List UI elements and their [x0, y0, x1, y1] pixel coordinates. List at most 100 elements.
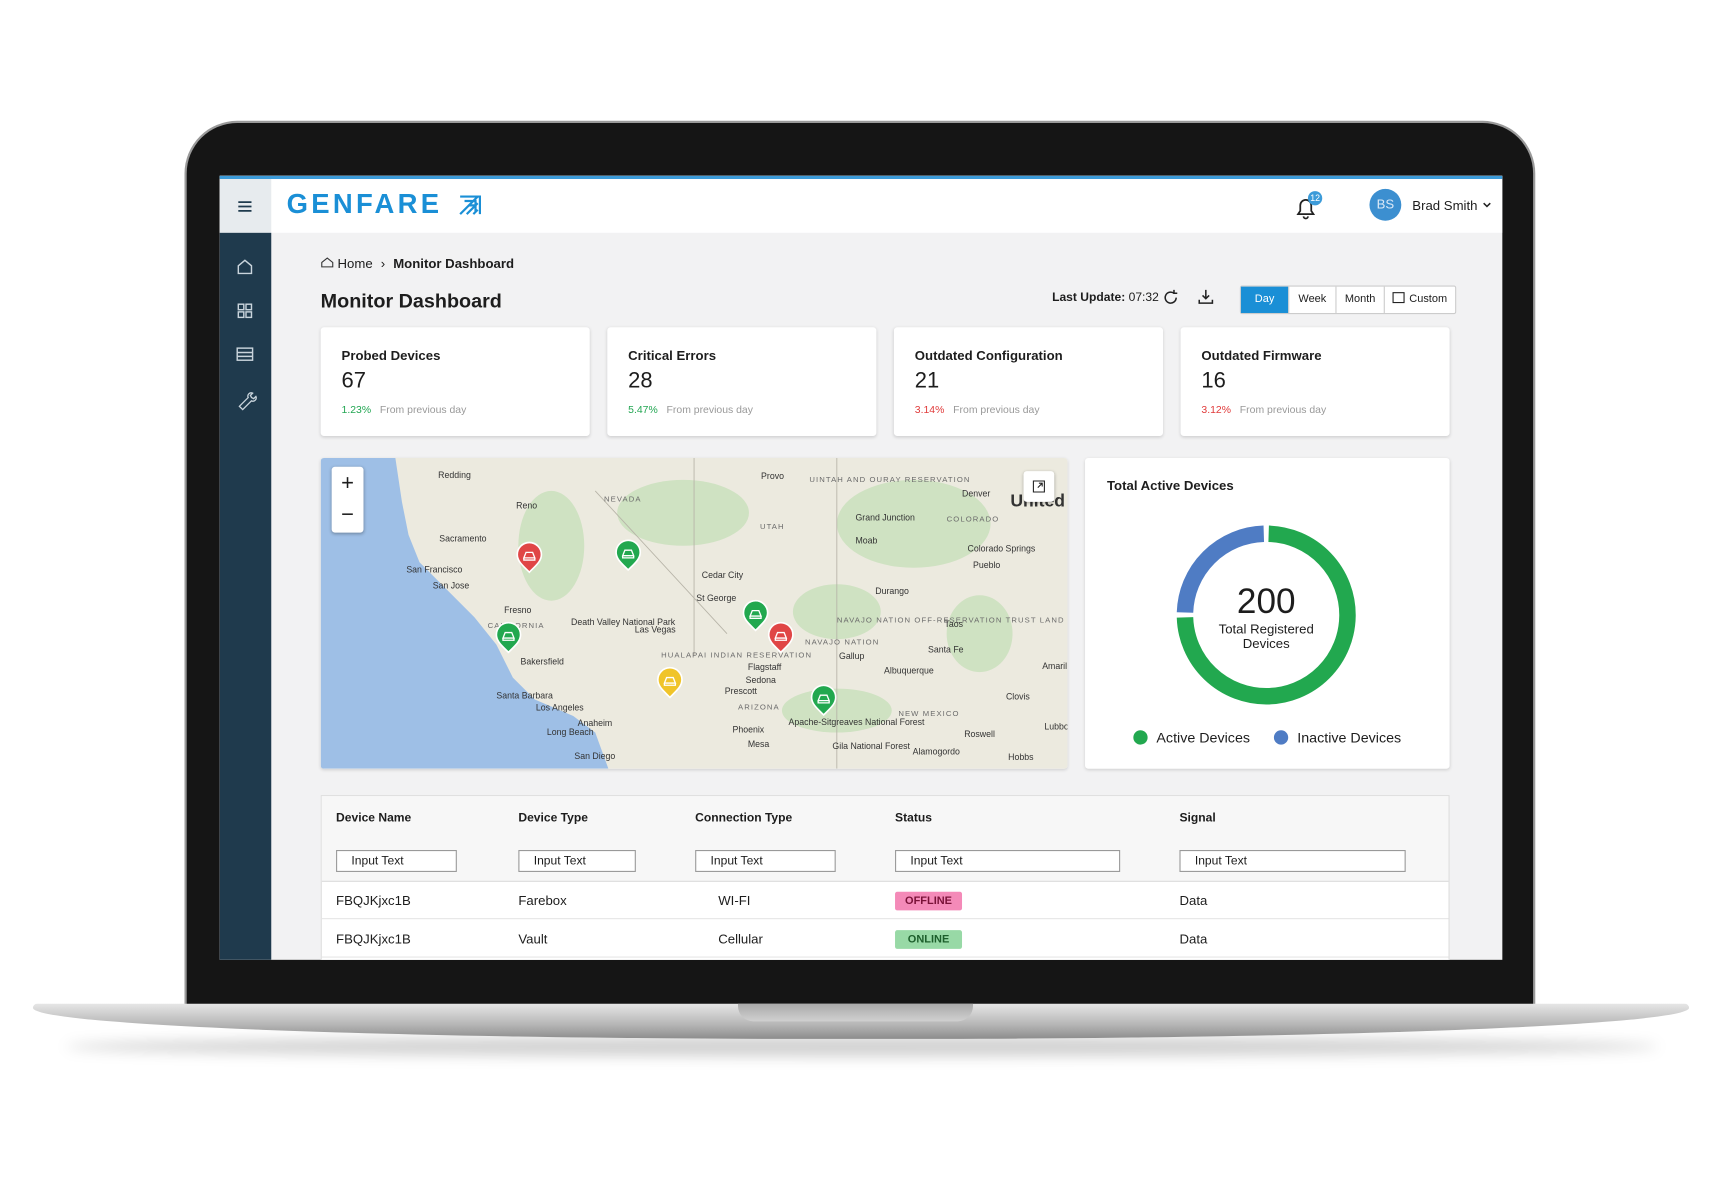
refresh-button[interactable] [1162, 289, 1180, 307]
nav-tools[interactable] [238, 392, 257, 411]
breadcrumb-link[interactable]: Home [337, 255, 373, 272]
ocean [320, 457, 609, 769]
filter-select[interactable]: Input Text [336, 850, 457, 872]
menu-icon [238, 201, 252, 212]
range-label: Custom [1409, 293, 1448, 306]
menu-button[interactable] [219, 179, 272, 233]
nav-dashboard[interactable] [237, 303, 253, 319]
map-label: San Jose [433, 581, 470, 591]
map-label: San Francisco [406, 564, 462, 574]
sidebar-icons [236, 259, 257, 411]
filter-placeholder: Input Text [1194, 854, 1248, 868]
map-label: Long Beach [547, 727, 594, 737]
map-label: Prescott [725, 686, 758, 696]
map-label: NEVADA [604, 495, 642, 504]
download-button[interactable] [1197, 288, 1215, 306]
map-label: Reno [516, 501, 537, 511]
breadcrumb-separator: › [380, 255, 386, 272]
map-label: Denver [962, 489, 990, 499]
pin-glyph [502, 631, 515, 641]
nav-list[interactable] [236, 347, 254, 361]
map-label: Provo [761, 471, 784, 481]
filter-select[interactable]: Input Text [518, 850, 636, 872]
range-button[interactable]: Custom [1383, 286, 1455, 313]
donut-total: 200 [1236, 580, 1296, 621]
donut-segment [1176, 525, 1356, 705]
device-pin[interactable] [615, 539, 642, 572]
zoom-in[interactable]: + [341, 471, 354, 496]
map-label: St George [696, 593, 736, 603]
status-badge: OFFLINE [895, 891, 963, 911]
user-menu[interactable]: Brad Smith [1412, 198, 1492, 213]
range-button[interactable]: Month [1335, 286, 1383, 313]
device-pin[interactable] [516, 541, 543, 574]
map-canvas: Redding Reno NEVADA Provo UINTAH AND OURAY R… [320, 457, 1068, 769]
pin-glyph [621, 549, 635, 559]
range-button[interactable]: Day [1240, 286, 1289, 313]
map-label: Phoenix [732, 725, 764, 735]
kpi-change: 3.12% From previous day [1201, 404, 1326, 417]
device-pin[interactable] [767, 621, 794, 654]
kpi-change-value: 3.14% [914, 404, 945, 417]
range-label: Day [1254, 293, 1275, 306]
filter-select[interactable]: Input Text [895, 850, 1121, 872]
kpi-change-value: 5.47% [628, 404, 658, 417]
column-header: Signal [1179, 811, 1216, 825]
legend-item: Active Devices [1133, 729, 1250, 746]
map-label: Pueblo [973, 560, 1000, 570]
device-pin[interactable] [656, 666, 683, 699]
map-label: Taos [944, 619, 963, 629]
map-label: Santa Barbara [496, 691, 553, 701]
device-pin[interactable] [810, 684, 837, 717]
map-label: Cedar City [702, 570, 744, 580]
last-update-time: 07:32 [1128, 291, 1159, 305]
pin-glyph [663, 676, 677, 686]
pin-glyph [749, 609, 763, 619]
borders [594, 457, 838, 769]
device-table: Device Name Input Text Device Type Input Te… [320, 795, 1450, 960]
calendar-icon [1392, 292, 1405, 304]
map-label: HUALAPAI INDIAN RESERVATION [661, 651, 812, 660]
donut-segment [1176, 525, 1265, 614]
column-header: Connection Type [695, 811, 793, 825]
kpi-note: From previous day [1239, 404, 1327, 417]
filter-select[interactable]: Input Text [1179, 850, 1406, 872]
device-pin[interactable] [742, 599, 769, 632]
map-label: Gallup [839, 651, 864, 661]
legend-item: Inactive Devices [1274, 729, 1401, 746]
map-label: Alamogordo [913, 747, 960, 757]
filter-select[interactable]: Input Text [695, 850, 836, 872]
kpi-label: Probed Devices [341, 348, 441, 364]
map-label: NAVAJO NATION [805, 637, 879, 646]
map-label: Fresno [504, 605, 531, 615]
notifications[interactable]: 12 [1294, 191, 1323, 222]
map-label: UINTAH AND OURAY RESERVATION [809, 475, 970, 484]
range-button[interactable]: Week [1288, 286, 1335, 313]
kpi-card: Probed Devices 67 1.23% From previous day [320, 327, 590, 436]
last-update-label: Last Update: [1052, 291, 1126, 305]
notch [737, 1003, 974, 1022]
column-header: Device Type [518, 811, 588, 825]
kpi-label: Outdated Configuration [914, 348, 1063, 364]
status-badge: ONLINE [895, 930, 963, 949]
home-icon [321, 257, 334, 268]
device-pin[interactable] [495, 621, 522, 654]
map-label: Lubbock [1044, 721, 1067, 731]
legend: Active Devices Inactive Devices [1133, 729, 1401, 746]
kpi-note: From previous day [379, 404, 467, 417]
nav-home[interactable] [237, 259, 253, 275]
range-label: Week [1298, 293, 1327, 306]
column-header: Status [895, 811, 932, 825]
map-label: San Diego [574, 751, 615, 761]
map-label: Las Vegas [635, 625, 677, 635]
kpi-label: Outdated Firmware [1201, 348, 1322, 364]
filter-placeholder: Input Text [710, 854, 763, 868]
map-label: Sedona [746, 675, 776, 685]
zoom-out[interactable]: − [341, 502, 354, 528]
row-divider [321, 918, 1449, 920]
cell: Cellular [718, 931, 763, 947]
expand-map[interactable] [1023, 471, 1055, 502]
cell: FBQJKjxc1B [336, 931, 411, 947]
